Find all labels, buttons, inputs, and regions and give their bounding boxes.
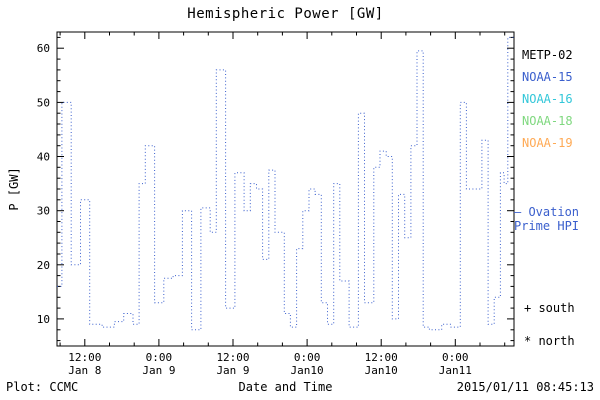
plot-source: Plot: CCMC <box>6 380 79 394</box>
x-tick-date: Jan10 <box>365 364 398 377</box>
plot-box <box>56 31 515 347</box>
legend-item-noaa16: NOAA-16 <box>522 92 573 106</box>
north-marker-label: * north <box>524 334 575 348</box>
x-tick-date: Jan10 <box>291 364 324 377</box>
ovation-line1: — Ovation <box>514 205 580 219</box>
ovation-prime-hpi-label: — Ovation Prime HPI <box>514 205 579 233</box>
x-tick-date: Jan 8 <box>68 364 101 377</box>
y-tick-label: 10 <box>37 313 50 326</box>
x-tick-time: 0:00 <box>442 351 469 364</box>
chart-title: Hemispheric Power [GW] <box>187 6 384 22</box>
timestamp: 2015/01/11 08:45:13 <box>456 380 594 394</box>
hpi-step-line <box>57 36 514 331</box>
x-tick-time: 12:00 <box>216 351 249 364</box>
legend-item-noaa18: NOAA-18 <box>522 114 573 128</box>
x-tick-time: 12:00 <box>68 351 101 364</box>
legend-item-metp02: METP-02 <box>522 48 573 62</box>
x-axis-label: Date and Time <box>238 380 333 394</box>
south-marker-label: + south <box>524 301 575 315</box>
ovation-line2: Prime HPI <box>514 219 580 233</box>
x-tick-time: 0:00 <box>294 351 321 364</box>
y-tick-label: 20 <box>37 259 50 272</box>
satellite-legend: METP-02 NOAA-15 NOAA-16 NOAA-18 NOAA-19 <box>522 44 573 154</box>
y-tick-label: 40 <box>37 151 50 164</box>
y-tick-label: 30 <box>37 205 50 218</box>
legend-item-noaa19: NOAA-19 <box>522 136 573 150</box>
x-tick-date: Jan11 <box>439 364 472 377</box>
x-tick-date: Jan 9 <box>142 364 175 377</box>
y-tick-label: 50 <box>37 96 50 109</box>
x-tick-time: 12:00 <box>365 351 398 364</box>
legend-item-noaa15: NOAA-15 <box>522 70 573 84</box>
x-tick-date: Jan 9 <box>216 364 249 377</box>
y-tick-label: 60 <box>37 42 50 55</box>
x-tick-time: 0:00 <box>146 351 173 364</box>
y-axis-label: P [GW] <box>7 167 21 211</box>
